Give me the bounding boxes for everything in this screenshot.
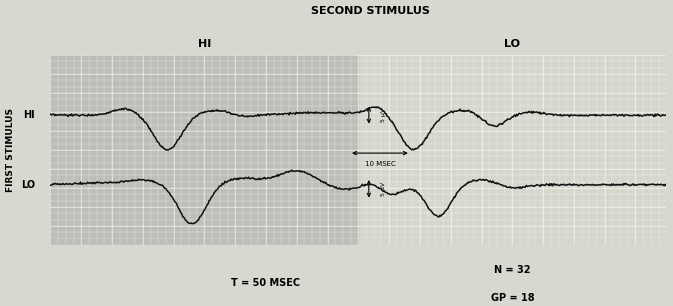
Text: LO: LO	[504, 39, 520, 49]
Text: HI: HI	[198, 39, 211, 49]
Text: FIRST STIMULUS: FIRST STIMULUS	[5, 108, 15, 192]
Text: LO: LO	[21, 180, 35, 190]
Text: 5 μV: 5 μV	[381, 182, 386, 196]
Text: 10 MSEC: 10 MSEC	[365, 161, 395, 167]
Text: N = 32: N = 32	[494, 265, 530, 275]
Text: T = 50 MSEC: T = 50 MSEC	[232, 278, 301, 288]
Bar	[50, 55, 358, 245]
Text: SECOND STIMULUS: SECOND STIMULUS	[311, 6, 429, 16]
Bar	[358, 55, 666, 245]
Text: 5 μV: 5 μV	[381, 108, 386, 122]
Text: GP = 18: GP = 18	[491, 293, 534, 303]
Text: HI: HI	[24, 110, 35, 120]
